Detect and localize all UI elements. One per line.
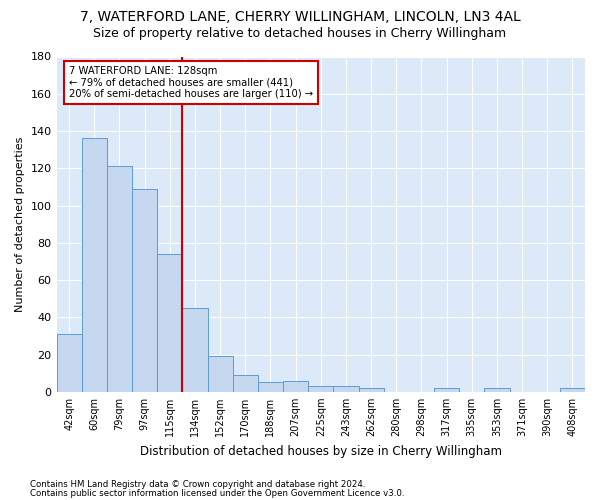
Bar xyxy=(82,138,107,392)
Bar xyxy=(560,388,585,392)
Y-axis label: Number of detached properties: Number of detached properties xyxy=(15,136,25,312)
Text: 7 WATERFORD LANE: 128sqm
← 79% of detached houses are smaller (441)
20% of semi-: 7 WATERFORD LANE: 128sqm ← 79% of detach… xyxy=(69,66,313,99)
Text: Size of property relative to detached houses in Cherry Willingham: Size of property relative to detached ho… xyxy=(94,28,506,40)
Bar xyxy=(359,388,383,392)
Bar xyxy=(208,356,233,392)
Bar xyxy=(107,166,132,392)
Bar xyxy=(258,382,283,392)
Text: 7, WATERFORD LANE, CHERRY WILLINGHAM, LINCOLN, LN3 4AL: 7, WATERFORD LANE, CHERRY WILLINGHAM, LI… xyxy=(80,10,520,24)
Bar xyxy=(334,386,359,392)
X-axis label: Distribution of detached houses by size in Cherry Willingham: Distribution of detached houses by size … xyxy=(140,444,502,458)
Bar xyxy=(182,308,208,392)
Bar xyxy=(157,254,182,392)
Bar xyxy=(484,388,509,392)
Bar xyxy=(56,334,82,392)
Bar xyxy=(283,380,308,392)
Bar xyxy=(132,189,157,392)
Bar xyxy=(308,386,334,392)
Text: Contains HM Land Registry data © Crown copyright and database right 2024.: Contains HM Land Registry data © Crown c… xyxy=(30,480,365,489)
Bar xyxy=(233,375,258,392)
Bar xyxy=(434,388,459,392)
Text: Contains public sector information licensed under the Open Government Licence v3: Contains public sector information licen… xyxy=(30,489,404,498)
